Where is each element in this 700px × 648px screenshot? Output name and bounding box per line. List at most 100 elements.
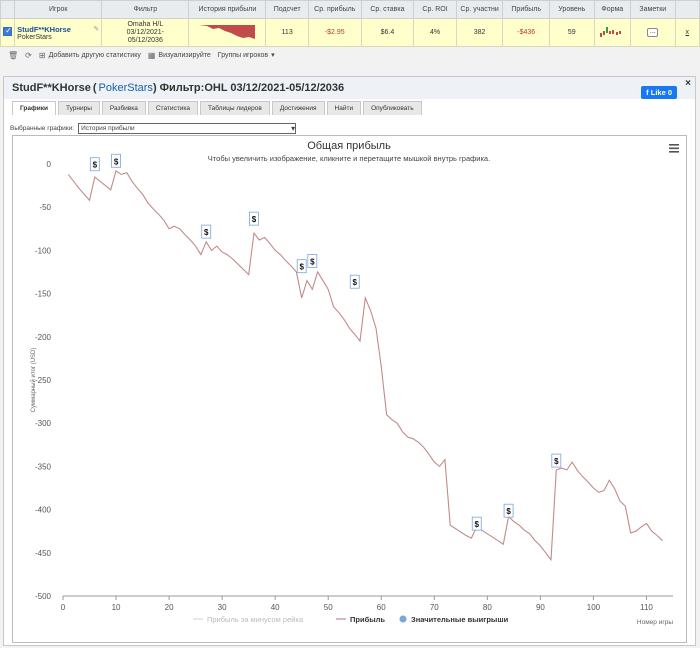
panel-title-site-link[interactable]: PokerStars xyxy=(98,82,153,94)
visualize-label: Визуализируйте xyxy=(158,51,211,59)
players-table: Игрок Фильтр История прибыли Подсчет Ср.… xyxy=(0,0,700,47)
tab-breakdown[interactable]: Разбивка xyxy=(101,101,146,115)
col-header-avg-stake[interactable]: Ср. ставка xyxy=(360,0,415,19)
big-win-marker: $ xyxy=(503,503,514,518)
col-header-profit-history[interactable]: История прибыли xyxy=(188,0,267,19)
big-win-marker-box xyxy=(89,157,100,172)
chevron-down-icon: ▾ xyxy=(291,124,296,133)
profit-history-sparkline[interactable] xyxy=(199,23,256,41)
player-groups-dropdown[interactable]: Группы игроков ▾ xyxy=(217,51,275,60)
tab-leaderboards[interactable]: Таблицы лидеров xyxy=(200,101,270,115)
y-axis-label: Суммарный итог (USD) xyxy=(30,348,37,413)
col-header-form[interactable]: Форма xyxy=(593,0,632,19)
big-win-marker: $ xyxy=(111,153,121,168)
tab-publish[interactable]: Опубликовать xyxy=(363,101,422,115)
col-header-profit[interactable]: Прибыль xyxy=(502,0,550,19)
x-tick-label: 0 xyxy=(61,603,66,612)
col-header-notes[interactable]: Заметки xyxy=(630,0,676,19)
dollar-icon: $ xyxy=(353,278,358,287)
big-win-marker: $ xyxy=(307,254,318,268)
big-win-marker-box xyxy=(307,254,318,268)
x-tick-label: 90 xyxy=(536,603,545,612)
col-header-filter[interactable]: Фильтр xyxy=(101,0,190,19)
menu-icon[interactable] xyxy=(669,144,679,153)
chart-title: Общая прибыль xyxy=(307,140,391,152)
chevron-down-icon: ▾ xyxy=(271,52,275,59)
col-header-avg-profit[interactable]: Ср. прибыль xyxy=(307,0,362,19)
dollar-icon: $ xyxy=(93,161,98,170)
tab-tournaments[interactable]: Турниры xyxy=(57,101,100,115)
profit-chart[interactable]: Общая прибыль Чтобы увеличить изображени… xyxy=(13,136,686,642)
x-tick-label: 110 xyxy=(640,603,653,612)
chart-select-label: Выбранные графики: xyxy=(10,125,75,132)
filter-date-end: 05/12/2036 xyxy=(127,36,163,44)
tab-find[interactable]: Найти xyxy=(326,101,362,115)
x-tick-label: 50 xyxy=(324,603,333,612)
facebook-like-button[interactable]: f Like 0 xyxy=(641,86,677,99)
chart-subtitle: Чтобы увеличить изображение, кликните и … xyxy=(208,154,490,163)
notes-cell[interactable]: ... xyxy=(630,18,676,47)
avg-roi-value: 4% xyxy=(413,18,457,47)
remove-row-button[interactable]: x xyxy=(674,18,700,47)
x-tick-label: 40 xyxy=(271,603,280,612)
toolbar: 🗑 ⟳ ⊞ Добавить другую статистику ▦ Визуали… xyxy=(0,47,700,63)
col-header-avg-entrants[interactable]: Ср. участни xyxy=(455,0,504,19)
big-win-marker-box xyxy=(111,153,121,168)
visualize-button[interactable]: ▦ Визуализируйте xyxy=(148,51,211,60)
big-win-marker: $ xyxy=(349,274,360,289)
notes-button[interactable]: ... xyxy=(647,28,659,37)
col-header-remove xyxy=(674,0,700,19)
x-tick-label: 30 xyxy=(218,603,227,612)
big-win-marker-box xyxy=(551,453,562,468)
x-tick-label: 10 xyxy=(112,603,121,612)
trash-icon[interactable]: 🗑 xyxy=(8,50,19,60)
y-tick-label: 0 xyxy=(47,160,52,169)
panel-tabs: Графики Турниры Разбивка Статистика Табл… xyxy=(12,101,422,115)
tab-charts[interactable]: Графики xyxy=(12,101,56,115)
profit-history-cell[interactable] xyxy=(188,18,267,47)
legend-rake-label: Прибыль за минусом рейка xyxy=(207,615,304,624)
filter-cell[interactable]: Omaha H/L 03/12/2021- 05/12/2036 xyxy=(101,18,190,47)
big-win-marker: $ xyxy=(296,259,307,274)
big-win-marker-box xyxy=(296,259,307,274)
tab-statistics[interactable]: Статистика xyxy=(147,101,198,115)
chart-container[interactable]: Общая прибыль Чтобы увеличить изображени… xyxy=(12,135,687,643)
chart-select[interactable]: История прибыли ▾ xyxy=(78,123,297,134)
pin-icon[interactable]: ✎ xyxy=(93,26,100,33)
col-header-count[interactable]: Подсчет xyxy=(265,0,309,19)
close-icon[interactable]: × xyxy=(685,78,691,89)
refresh-icon[interactable]: ⟳ xyxy=(25,50,32,60)
profit-value: -$436 xyxy=(502,18,550,47)
count-value: 113 xyxy=(265,18,309,47)
form-cell xyxy=(593,18,632,47)
player-cell[interactable]: StudF**KHorse ✎ PokerStars xyxy=(14,18,103,47)
dollar-icon: $ xyxy=(475,520,480,529)
y-tick-label: -300 xyxy=(35,419,52,428)
x-tick-label: 100 xyxy=(587,603,601,612)
dollar-icon: $ xyxy=(299,263,304,272)
dollar-icon: $ xyxy=(310,257,315,266)
col-header-player[interactable]: Игрок xyxy=(14,0,103,19)
big-win-marker: $ xyxy=(471,516,482,531)
add-stat-button[interactable]: ⊞ Добавить другую статистику xyxy=(39,51,141,60)
dollar-icon: $ xyxy=(252,215,257,224)
big-win-marker-box xyxy=(349,274,360,289)
panel-title-filter: Фильтр:OHL 03/12/2021-05/12/2036 xyxy=(159,82,345,94)
panel-title-player: StudF**KHorse xyxy=(12,82,91,94)
row-checkbox[interactable] xyxy=(3,26,13,36)
col-header-avg-roi[interactable]: Ср. ROI xyxy=(413,0,457,19)
player-name-link[interactable]: StudF**KHorse xyxy=(17,24,71,34)
table-row[interactable]: StudF**KHorse ✎ PokerStars Omaha H/L 03/… xyxy=(0,18,700,47)
chart-icon: ▦ xyxy=(147,50,156,60)
big-win-marker: $ xyxy=(89,157,100,172)
y-tick-label: -150 xyxy=(35,290,52,299)
big-win-marker-box xyxy=(201,224,212,239)
filter-game: Omaha H/L xyxy=(127,20,164,28)
player-groups-label: Группы игроков xyxy=(217,51,269,59)
panel-title-paren-close: ) xyxy=(152,82,157,94)
tab-achievements[interactable]: Достижения xyxy=(271,101,325,115)
y-tick-label: -350 xyxy=(35,462,52,471)
row-select-cell[interactable] xyxy=(0,18,16,47)
col-header-level[interactable]: Уровень xyxy=(549,0,595,19)
x-tick-label: 70 xyxy=(430,603,439,612)
